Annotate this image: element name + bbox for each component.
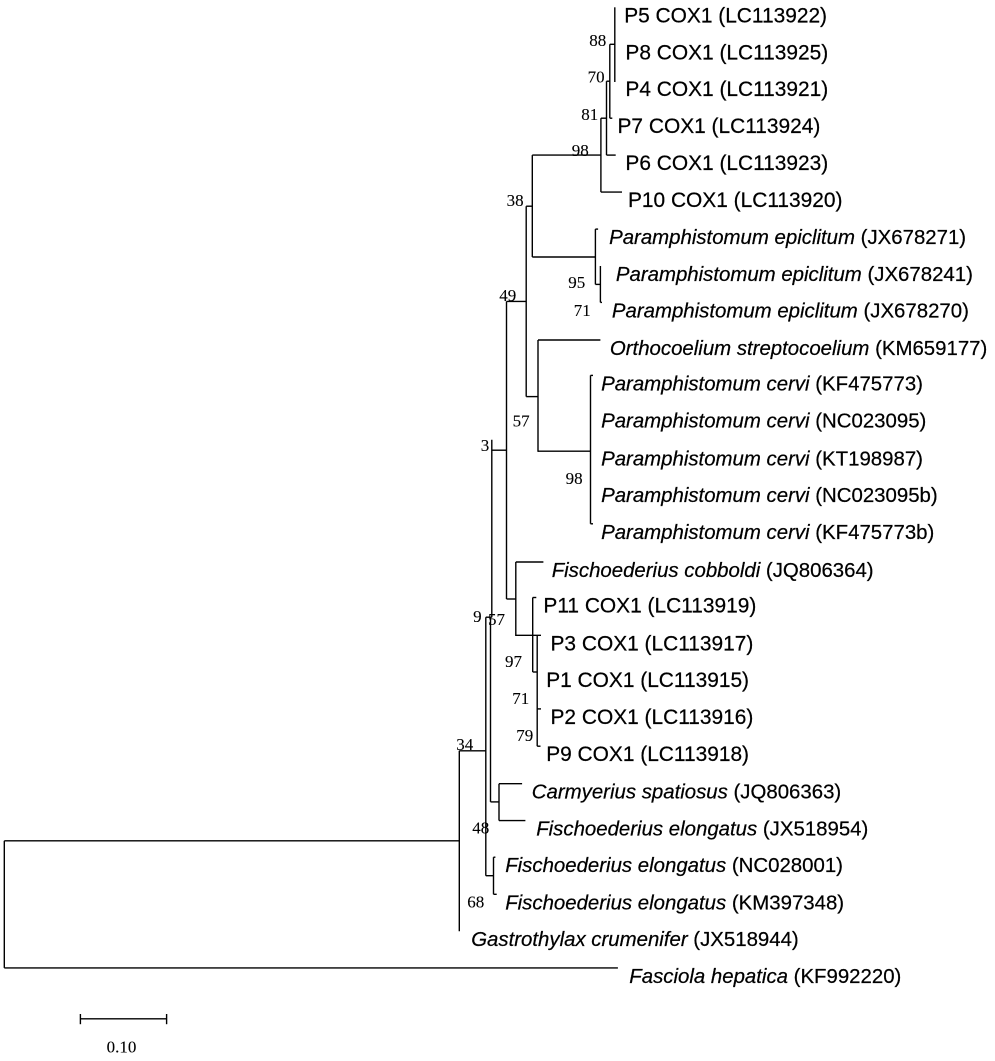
svg-text:P2 COX1 (LC113916): P2 COX1 (LC113916) xyxy=(551,706,754,729)
svg-text:97: 97 xyxy=(505,652,523,671)
svg-text:Fasciola hepatica (KF992220): Fasciola hepatica (KF992220) xyxy=(629,966,901,988)
svg-text:88: 88 xyxy=(589,31,606,50)
svg-text:79: 79 xyxy=(516,726,533,745)
svg-text:P10 COX1 (LC113920): P10 COX1 (LC113920) xyxy=(628,189,842,212)
svg-text:Fischoederius elongatus (KM397: Fischoederius elongatus (KM397348) xyxy=(505,892,844,914)
svg-text:98: 98 xyxy=(566,469,583,488)
svg-text:Gastrothylax crumenifer (JX518: Gastrothylax crumenifer (JX518944) xyxy=(471,929,799,951)
svg-text:70: 70 xyxy=(588,67,605,86)
svg-text:71: 71 xyxy=(574,301,591,320)
svg-text:38: 38 xyxy=(507,191,524,210)
svg-text:68: 68 xyxy=(467,892,484,911)
svg-text:P6 COX1 (LC113923): P6 COX1 (LC113923) xyxy=(625,152,828,175)
svg-text:Paramphistomum cervi (NC023095: Paramphistomum cervi (NC023095b) xyxy=(601,485,938,507)
svg-text:49: 49 xyxy=(499,286,516,305)
svg-text:P5 COX1 (LC113922): P5 COX1 (LC113922) xyxy=(624,4,827,27)
svg-text:34: 34 xyxy=(456,735,474,754)
svg-text:48: 48 xyxy=(472,818,489,837)
svg-text:Paramphistomum cervi (KF475773: Paramphistomum cervi (KF475773b) xyxy=(601,522,934,544)
svg-text:Fischoederius cobboldi (JQ8063: Fischoederius cobboldi (JQ806364) xyxy=(552,560,874,582)
svg-text:95: 95 xyxy=(568,273,585,292)
svg-text:81: 81 xyxy=(581,105,598,124)
svg-text:P7 COX1 (LC113924): P7 COX1 (LC113924) xyxy=(618,115,821,138)
svg-text:P1 COX1 (LC113915): P1 COX1 (LC113915) xyxy=(546,669,749,692)
svg-text:Paramphistomum epiclitum (JX67: Paramphistomum epiclitum (JX678271) xyxy=(609,227,966,249)
svg-text:0.10: 0.10 xyxy=(107,1037,137,1056)
svg-text:57: 57 xyxy=(488,610,506,629)
svg-text:Paramphistomum cervi (NC023095: Paramphistomum cervi (NC023095) xyxy=(601,410,926,432)
svg-text:P9 COX1 (LC113918): P9 COX1 (LC113918) xyxy=(546,743,749,766)
svg-text:Carmyerius spatiosus (JQ806363: Carmyerius spatiosus (JQ806363) xyxy=(532,782,841,804)
svg-text:P3 COX1 (LC113917): P3 COX1 (LC113917) xyxy=(551,632,754,655)
svg-text:P11 COX1 (LC113919): P11 COX1 (LC113919) xyxy=(543,595,756,618)
svg-text:P4 COX1 (LC113921): P4 COX1 (LC113921) xyxy=(625,78,828,101)
svg-text:71: 71 xyxy=(512,689,529,708)
svg-text:Orthocoelium streptocoelium (K: Orthocoelium streptocoelium (KM659177) xyxy=(610,338,987,360)
svg-text:Paramphistomum epiclitum (JX67: Paramphistomum epiclitum (JX678270) xyxy=(612,300,969,322)
svg-text:57: 57 xyxy=(513,412,531,431)
svg-text:9: 9 xyxy=(473,607,482,626)
svg-text:Paramphistomum epiclitum (JX67: Paramphistomum epiclitum (JX678241) xyxy=(616,264,973,286)
svg-text:Fischoederius elongatus (NC028: Fischoederius elongatus (NC028001) xyxy=(505,855,843,877)
svg-text:Paramphistomum cervi (KF475773: Paramphistomum cervi (KF475773) xyxy=(601,373,923,395)
svg-text:3: 3 xyxy=(481,436,490,455)
svg-text:P8 COX1 (LC113925): P8 COX1 (LC113925) xyxy=(625,41,828,64)
svg-text:Fischoederius elongatus (JX518: Fischoederius elongatus (JX518954) xyxy=(536,819,868,841)
svg-text:Paramphistomum cervi (KT198987: Paramphistomum cervi (KT198987) xyxy=(601,448,923,470)
svg-text:98: 98 xyxy=(572,141,589,160)
